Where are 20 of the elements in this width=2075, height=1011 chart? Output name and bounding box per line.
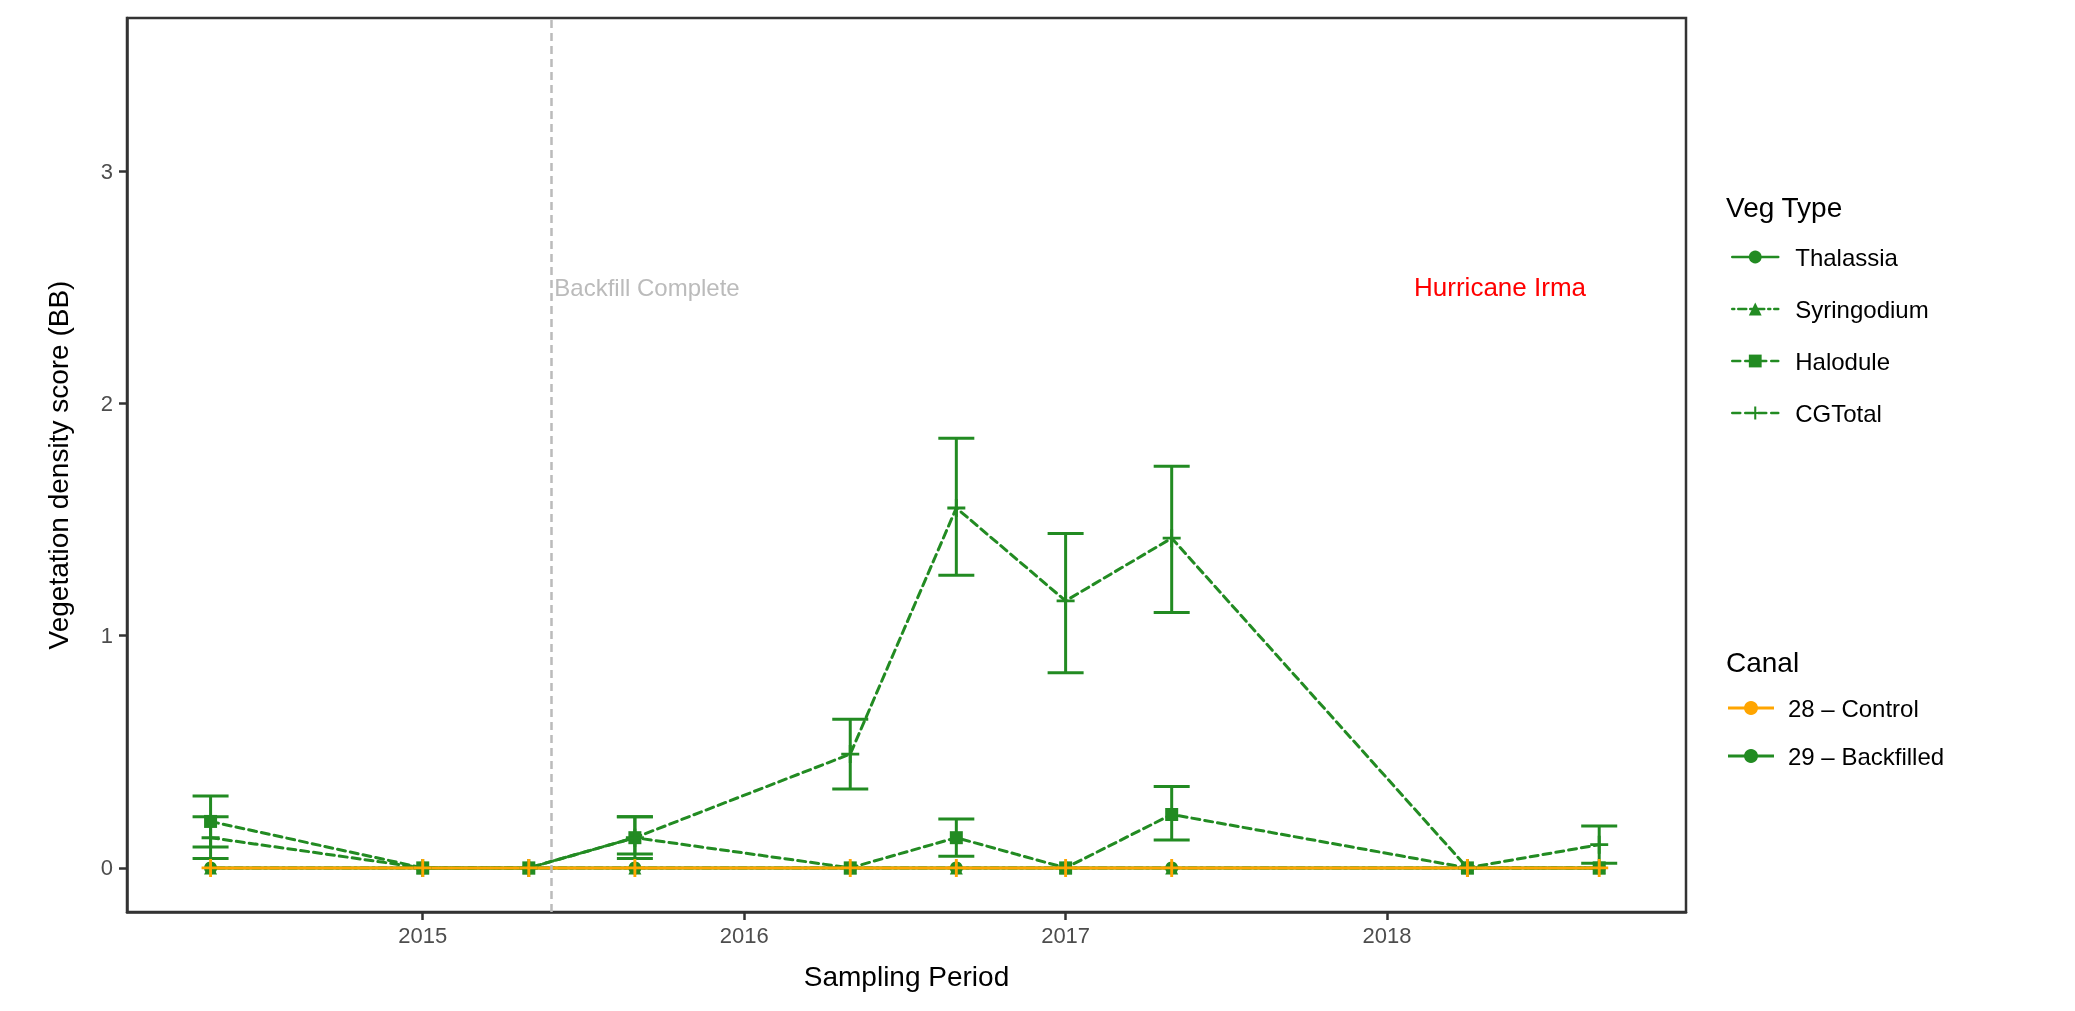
- ref-line-label: Backfill Complete: [554, 273, 740, 301]
- text: 29 – Backfilled: [1788, 742, 1945, 770]
- legend-label: Syringodium: [1795, 295, 1929, 323]
- x-tick-label: 2015: [398, 922, 448, 948]
- y-axis-title: Vegetation density score (BB): [42, 280, 74, 650]
- annotation: Hurricane Irma: [1414, 272, 1587, 302]
- x-axis-title: Sampling Period: [803, 960, 1010, 992]
- x-tick-label: 2018: [1362, 922, 1412, 948]
- y-tick-label: 3: [100, 158, 113, 184]
- y-tick-label: 1: [100, 623, 113, 649]
- y-tick-label: 2: [100, 390, 113, 416]
- text: 28 – Control: [1788, 694, 1919, 722]
- text: Canal: [1726, 646, 1800, 678]
- y-tick-label: 0: [100, 855, 113, 881]
- x-tick-label: 2016: [719, 922, 769, 948]
- legend-label: Halodule: [1795, 347, 1890, 375]
- legend-label: Thalassia: [1795, 243, 1899, 271]
- x-tick-label: 2017: [1041, 922, 1091, 948]
- legend-label: CGTotal: [1795, 399, 1882, 427]
- legend-title: Veg Type: [1726, 191, 1843, 223]
